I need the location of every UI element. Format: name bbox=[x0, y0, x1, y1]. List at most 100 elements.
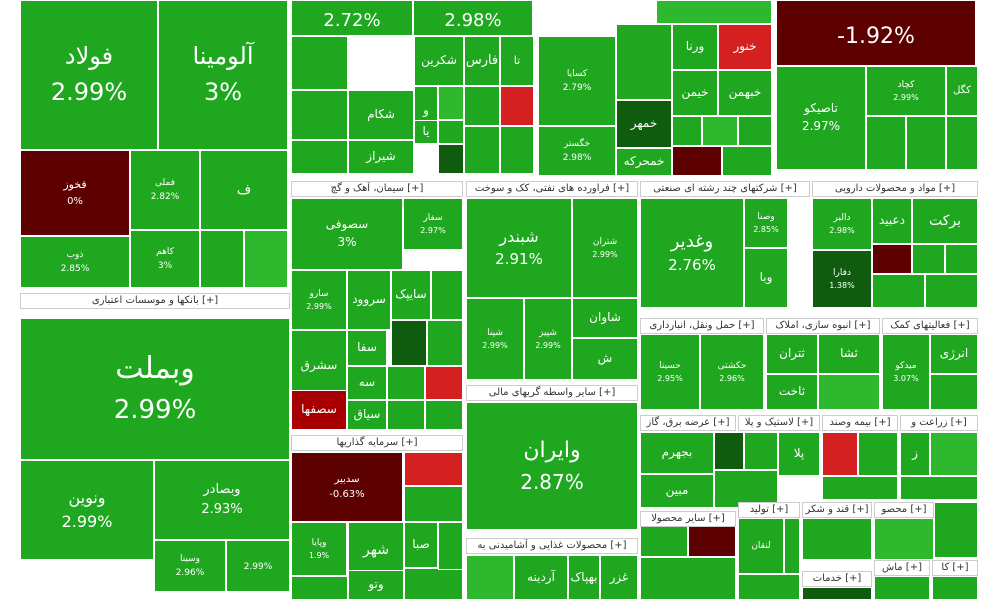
sector-header[interactable]: [+] قند و شکر bbox=[802, 502, 872, 518]
small-stock-tile[interactable] bbox=[945, 244, 978, 274]
small-stock-tile[interactable] bbox=[291, 90, 348, 140]
small-stock-tile[interactable] bbox=[438, 86, 464, 120]
stock-tile[interactable]: یا bbox=[414, 120, 438, 144]
stock-tile[interactable]: ونوین 2.99% bbox=[20, 460, 154, 560]
small-stock-tile[interactable] bbox=[802, 587, 872, 600]
small-stock-tile[interactable] bbox=[404, 452, 463, 486]
stock-tile[interactable]: حکشتی 2.96% bbox=[700, 334, 764, 410]
sector-header[interactable]: [+] انبوه سازی، املاک bbox=[766, 318, 880, 334]
sector-header[interactable]: [+] لاستیک و پلا bbox=[738, 415, 820, 431]
stock-tile[interactable]: وصنا 2.85% bbox=[744, 198, 788, 248]
small-stock-tile[interactable] bbox=[802, 518, 872, 560]
small-stock-tile[interactable] bbox=[672, 116, 702, 146]
sector-header[interactable]: [+] بیمه وصند bbox=[822, 415, 898, 431]
stock-tile[interactable]: ورنا bbox=[672, 24, 718, 70]
small-stock-tile[interactable] bbox=[200, 230, 244, 288]
stock-tile[interactable]: پلا bbox=[778, 432, 820, 476]
stock-tile[interactable]: شهر bbox=[348, 522, 404, 578]
stock-tile[interactable]: انرژی bbox=[930, 334, 978, 374]
stock-tile[interactable]: تاصیکو 2.97% bbox=[776, 66, 866, 170]
stock-tile[interactable]: شبندر 2.91% bbox=[466, 198, 572, 298]
stock-tile[interactable]: سفار 2.97% bbox=[403, 198, 463, 250]
stock-tile[interactable]: آردینه bbox=[514, 555, 568, 600]
stock-tile[interactable]: خیمن bbox=[672, 70, 718, 116]
small-stock-tile[interactable] bbox=[291, 36, 348, 90]
stock-tile[interactable]: شکرین bbox=[414, 36, 464, 86]
stock-tile[interactable]: آلومینا 3% bbox=[158, 0, 288, 150]
stock-tile[interactable]: تا bbox=[500, 36, 534, 86]
small-stock-tile[interactable] bbox=[656, 0, 772, 24]
stock-tile[interactable]: میدکو 3.07% bbox=[882, 334, 930, 410]
sector-header[interactable]: [+] تولید bbox=[738, 502, 800, 518]
stock-tile[interactable]: کسایا 2.79% bbox=[538, 36, 616, 126]
small-stock-tile[interactable] bbox=[784, 518, 800, 574]
small-stock-tile[interactable] bbox=[672, 146, 722, 176]
small-stock-tile[interactable] bbox=[427, 320, 463, 366]
sector-header[interactable]: [+] خدمات bbox=[802, 571, 872, 587]
stock-tile[interactable]: خگستر 2.98% bbox=[538, 126, 616, 176]
stock-tile[interactable]: سصوفی 3% bbox=[291, 198, 403, 270]
sector-header[interactable]: [+] عرضه برق، گاز bbox=[640, 415, 736, 431]
small-stock-tile[interactable] bbox=[934, 502, 978, 558]
sector-header[interactable]: [+] محصولات غذایی و آشامیدنی به bbox=[466, 538, 638, 554]
stock-tile[interactable]: شکام bbox=[348, 90, 414, 140]
small-stock-tile[interactable] bbox=[500, 86, 534, 126]
stock-tile[interactable]: وبصادر 2.93% bbox=[154, 460, 290, 540]
small-stock-tile[interactable] bbox=[702, 116, 738, 146]
stock-tile[interactable]: -1.92% bbox=[776, 0, 976, 66]
stock-tile[interactable]: فولاد 2.99% bbox=[20, 0, 158, 150]
stock-tile[interactable]: ذوب 2.85% bbox=[20, 236, 130, 288]
small-stock-tile[interactable] bbox=[714, 432, 744, 470]
stock-tile[interactable]: ثاخت bbox=[766, 374, 818, 410]
sector-header[interactable]: [+] سرمایه گذاریها bbox=[291, 435, 463, 451]
stock-tile[interactable]: کچاد 2.99% bbox=[866, 66, 946, 116]
stock-tile[interactable]: سیاق bbox=[347, 400, 387, 430]
stock-tile[interactable]: خمحرکه bbox=[616, 148, 672, 176]
stock-tile[interactable]: صبا bbox=[404, 522, 438, 568]
stock-tile[interactable]: فملی 2.82% bbox=[130, 150, 200, 230]
stock-tile[interactable]: فخوز 0% bbox=[20, 150, 130, 236]
stock-tile[interactable]: سایپک bbox=[391, 270, 431, 320]
stock-tile[interactable]: ش bbox=[572, 338, 638, 380]
stock-tile[interactable]: 2.99% bbox=[226, 540, 290, 592]
stock-tile[interactable]: وبملت 2.99% bbox=[20, 318, 290, 460]
stock-tile[interactable]: شپیز 2.99% bbox=[524, 298, 572, 380]
small-stock-tile[interactable] bbox=[391, 320, 427, 366]
stock-tile[interactable]: وسینا 2.96% bbox=[154, 540, 226, 592]
small-stock-tile[interactable] bbox=[932, 576, 978, 600]
small-stock-tile[interactable] bbox=[738, 116, 772, 146]
sector-header[interactable]: [+] شرکتهای چند رشته ای صنعتی bbox=[640, 181, 810, 197]
stock-tile[interactable]: غزر bbox=[600, 555, 638, 600]
stock-tile[interactable]: خمهر bbox=[616, 100, 672, 148]
stock-tile[interactable]: دفارا 1.38% bbox=[812, 250, 872, 308]
sector-header[interactable]: [+] فعالیتهای کمک bbox=[882, 318, 978, 334]
stock-tile[interactable]: کگل bbox=[946, 66, 978, 116]
stock-tile[interactable]: شاوان bbox=[572, 298, 638, 338]
small-stock-tile[interactable] bbox=[872, 244, 912, 274]
stock-tile[interactable]: خنور bbox=[718, 24, 772, 70]
sector-header[interactable]: [+] کا bbox=[932, 560, 978, 576]
small-stock-tile[interactable] bbox=[738, 574, 800, 600]
stock-tile[interactable]: بجهرم bbox=[640, 432, 714, 474]
small-stock-tile[interactable] bbox=[925, 274, 978, 308]
small-stock-tile[interactable] bbox=[464, 86, 500, 126]
small-stock-tile[interactable] bbox=[438, 144, 464, 174]
stock-tile[interactable]: ف bbox=[200, 150, 288, 230]
small-stock-tile[interactable] bbox=[946, 116, 978, 170]
small-stock-tile[interactable] bbox=[500, 126, 534, 174]
small-stock-tile[interactable] bbox=[722, 146, 772, 176]
sector-header[interactable]: [+] سایر واسطه گریهای مالی bbox=[466, 385, 638, 401]
small-stock-tile[interactable] bbox=[387, 366, 425, 400]
stock-tile[interactable]: سروود bbox=[347, 270, 391, 330]
small-stock-tile[interactable] bbox=[244, 230, 288, 288]
small-stock-tile[interactable] bbox=[640, 557, 736, 600]
sector-header[interactable]: [+] ماش bbox=[874, 560, 930, 576]
stock-tile[interactable]: 2.98% bbox=[413, 0, 533, 36]
small-stock-tile[interactable] bbox=[291, 576, 348, 600]
stock-tile[interactable]: سدبیر -0.63% bbox=[291, 452, 403, 522]
small-stock-tile[interactable] bbox=[464, 126, 500, 174]
small-stock-tile[interactable] bbox=[438, 120, 464, 144]
sector-header[interactable]: [+] سیمان، آهک و گچ bbox=[291, 181, 463, 197]
sector-header[interactable]: [+] محصو bbox=[874, 502, 934, 518]
stock-tile[interactable]: شتران 2.99% bbox=[572, 198, 638, 298]
